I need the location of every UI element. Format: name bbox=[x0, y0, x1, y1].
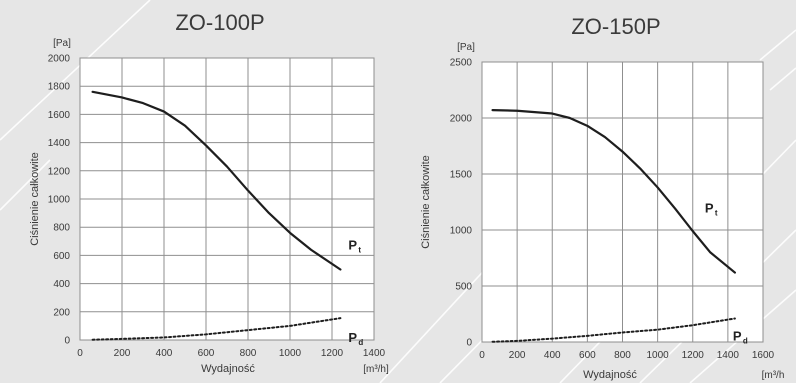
x-tick-label: 1200 bbox=[682, 350, 705, 361]
y-tick-label: 2500 bbox=[450, 58, 473, 69]
chart-title: ZO-100P bbox=[175, 10, 264, 35]
y-tick-label: 1400 bbox=[48, 138, 71, 149]
y-tick-label: 400 bbox=[53, 279, 70, 290]
x-tick-label: 400 bbox=[156, 348, 173, 359]
x-tick-label: 600 bbox=[579, 350, 596, 361]
y-tick-label: 1600 bbox=[48, 110, 71, 121]
x-tick-label: 800 bbox=[614, 350, 631, 361]
series-label: P bbox=[733, 328, 742, 343]
x-tick-label: 1400 bbox=[717, 350, 740, 361]
y-tick-label: 600 bbox=[53, 251, 70, 262]
series-line-Pd bbox=[491, 317, 736, 343]
y-tick-label: 0 bbox=[466, 338, 472, 349]
y-unit-label: [Pa] bbox=[457, 42, 475, 53]
y-tick-label: 500 bbox=[455, 282, 472, 293]
series-label-sub: d bbox=[743, 336, 748, 345]
chart-title: ZO-150P bbox=[571, 14, 660, 39]
x-axis-label: Wydajność bbox=[201, 363, 255, 375]
x-tick-label: 400 bbox=[544, 350, 561, 361]
x-tick-label: 1000 bbox=[279, 348, 302, 359]
series-line-Pt bbox=[491, 109, 736, 274]
x-axis-label: Wydajność bbox=[583, 369, 637, 381]
x-tick-label: 0 bbox=[77, 348, 83, 359]
x-tick-label: 1400 bbox=[363, 348, 386, 359]
series-label: P bbox=[705, 201, 714, 216]
series-label: P bbox=[348, 238, 357, 253]
y-tick-label: 1800 bbox=[48, 82, 71, 93]
series-label-sub: d bbox=[358, 338, 363, 347]
x-unit-label: [m³/h] bbox=[363, 364, 389, 375]
x-tick-label: 1000 bbox=[647, 350, 670, 361]
y-tick-label: 1200 bbox=[48, 166, 71, 177]
x-tick-label: 600 bbox=[198, 348, 215, 359]
series-label-sub: t bbox=[715, 209, 718, 218]
y-unit-label: [Pa] bbox=[53, 38, 71, 49]
x-tick-label: 1200 bbox=[321, 348, 344, 359]
x-tick-label: 200 bbox=[509, 350, 526, 361]
series-line-Pt bbox=[91, 90, 342, 271]
x-tick-label: 0 bbox=[479, 350, 485, 361]
x-tick-label: 1600 bbox=[752, 350, 775, 361]
series-label-sub: t bbox=[358, 246, 361, 255]
y-axis-label: Ciśnienie całkowite bbox=[420, 155, 432, 249]
y-axis-label: Ciśnienie całkowite bbox=[29, 152, 41, 246]
y-tick-label: 1000 bbox=[450, 226, 473, 237]
y-tick-label: 0 bbox=[64, 336, 70, 347]
x-tick-label: 200 bbox=[114, 348, 131, 359]
y-tick-label: 2000 bbox=[48, 54, 71, 65]
y-tick-label: 200 bbox=[53, 307, 70, 318]
y-tick-label: 2000 bbox=[450, 114, 473, 125]
x-unit-label: [m³/h bbox=[762, 370, 785, 381]
series-label: P bbox=[348, 330, 357, 345]
y-tick-label: 1000 bbox=[48, 195, 71, 206]
y-tick-label: 1500 bbox=[450, 170, 473, 181]
x-tick-label: 800 bbox=[240, 348, 257, 359]
y-tick-label: 800 bbox=[53, 223, 70, 234]
series-line-Pd bbox=[91, 317, 342, 341]
